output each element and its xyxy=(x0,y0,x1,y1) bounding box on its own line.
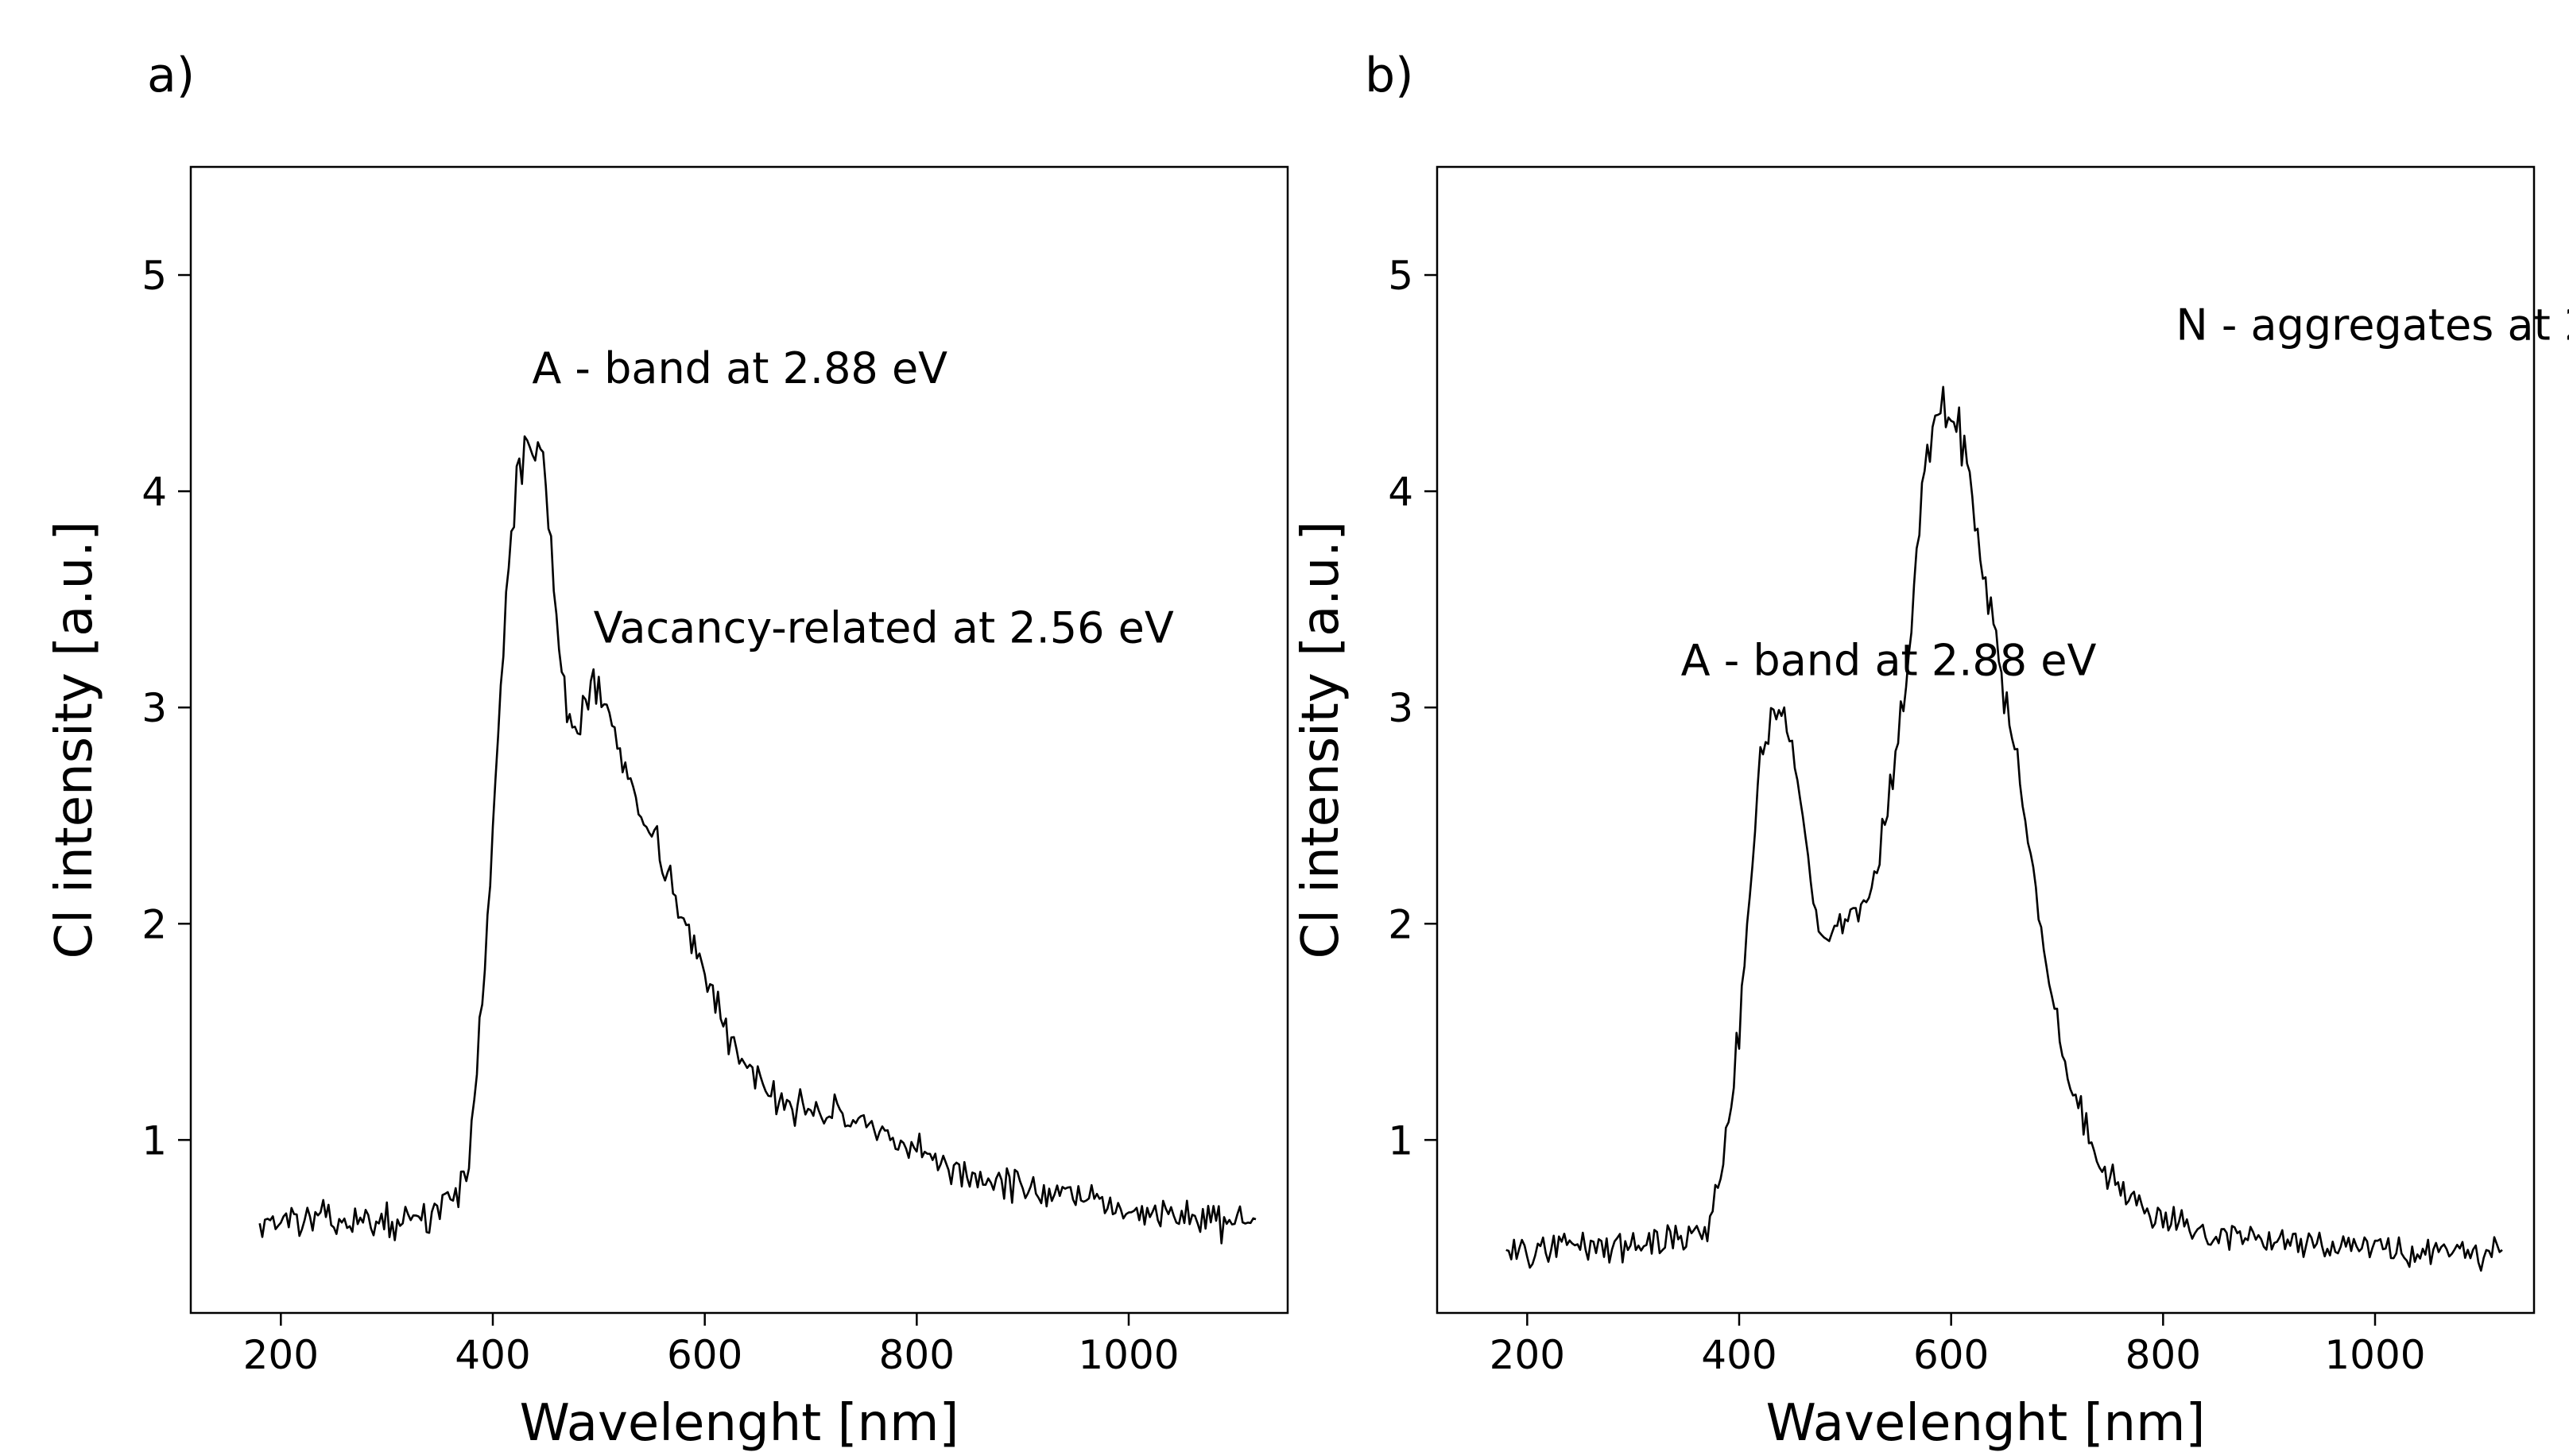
y-tick-label: 4 xyxy=(1388,469,1413,515)
x-tick-label: 200 xyxy=(1490,1332,1565,1378)
x-tick-label: 400 xyxy=(1701,1332,1777,1378)
panel-a-label: a) xyxy=(147,48,195,103)
series-line xyxy=(1505,385,2503,1272)
x-tick-label: 1000 xyxy=(1078,1332,1179,1378)
panel-a-tick-labels: 200 400 600 800 1000 1 2 3 4 5 xyxy=(141,253,1179,1378)
panel-b-series xyxy=(1505,385,2503,1272)
y-tick-label: 3 xyxy=(1388,685,1413,731)
annotation-label: N - aggregates at 2.05 eV xyxy=(2176,300,2569,350)
panel-b-tick-labels: 200 400 600 800 1000 1 2 3 4 5 xyxy=(1388,253,2425,1378)
x-tick-label: 600 xyxy=(1913,1332,1989,1378)
panel-b-annotations: A - band at 2.88 eV N - aggregates at 2.0… xyxy=(1681,300,2569,686)
panel-a-frame xyxy=(189,165,1289,1315)
annotation-label: Vacancy-related at 2.56 eV xyxy=(594,603,1174,653)
x-tick-label: 800 xyxy=(2125,1332,2201,1378)
series-line xyxy=(258,435,1257,1245)
y-tick-label: 3 xyxy=(141,685,167,731)
x-tick-label: 800 xyxy=(879,1332,955,1378)
x-tick-label: 200 xyxy=(243,1332,319,1378)
y-tick-label: 1 xyxy=(1388,1117,1413,1164)
y-tick-label: 5 xyxy=(141,253,167,299)
annotation-label: A - band at 2.88 eV xyxy=(1681,635,2097,685)
panel-a-annotations: A - band at 2.88 eV Vacancy-related at 2.… xyxy=(532,343,1174,652)
panel-b-x-axis-label: Wavelenght [nm] xyxy=(1766,1394,2206,1453)
y-tick-label: 5 xyxy=(1388,253,1413,299)
y-tick-label: 2 xyxy=(141,901,167,947)
panel-b-frame xyxy=(1436,165,2536,1315)
panel-a-series xyxy=(258,435,1257,1245)
x-tick-label: 600 xyxy=(667,1332,742,1378)
annotation-label: A - band at 2.88 eV xyxy=(532,343,947,393)
x-tick-label: 400 xyxy=(455,1332,530,1378)
panel-a-ticks xyxy=(178,273,1130,1326)
panel-b-label: b) xyxy=(1365,48,1414,103)
panel-b-ticks xyxy=(1424,273,2377,1326)
y-tick-label: 1 xyxy=(141,1117,167,1164)
panel-a: a) 200 400 600 800 1000 1 2 3 4 5 A - band at 2.8… xyxy=(45,48,1289,1453)
x-tick-label: 1000 xyxy=(2324,1332,2425,1378)
panel-a-x-axis-label: Wavelenght [nm] xyxy=(520,1394,959,1453)
panel-a-y-axis-label: Cl intensity [a.u.] xyxy=(45,521,104,958)
y-tick-label: 4 xyxy=(141,469,167,515)
panel-b-y-axis-label: Cl intensity [a.u.] xyxy=(1292,521,1350,958)
y-tick-label: 2 xyxy=(1388,901,1413,947)
panel-b: b) 200 400 600 800 1000 1 2 3 4 5 A - band at 2.8… xyxy=(1292,48,2569,1453)
